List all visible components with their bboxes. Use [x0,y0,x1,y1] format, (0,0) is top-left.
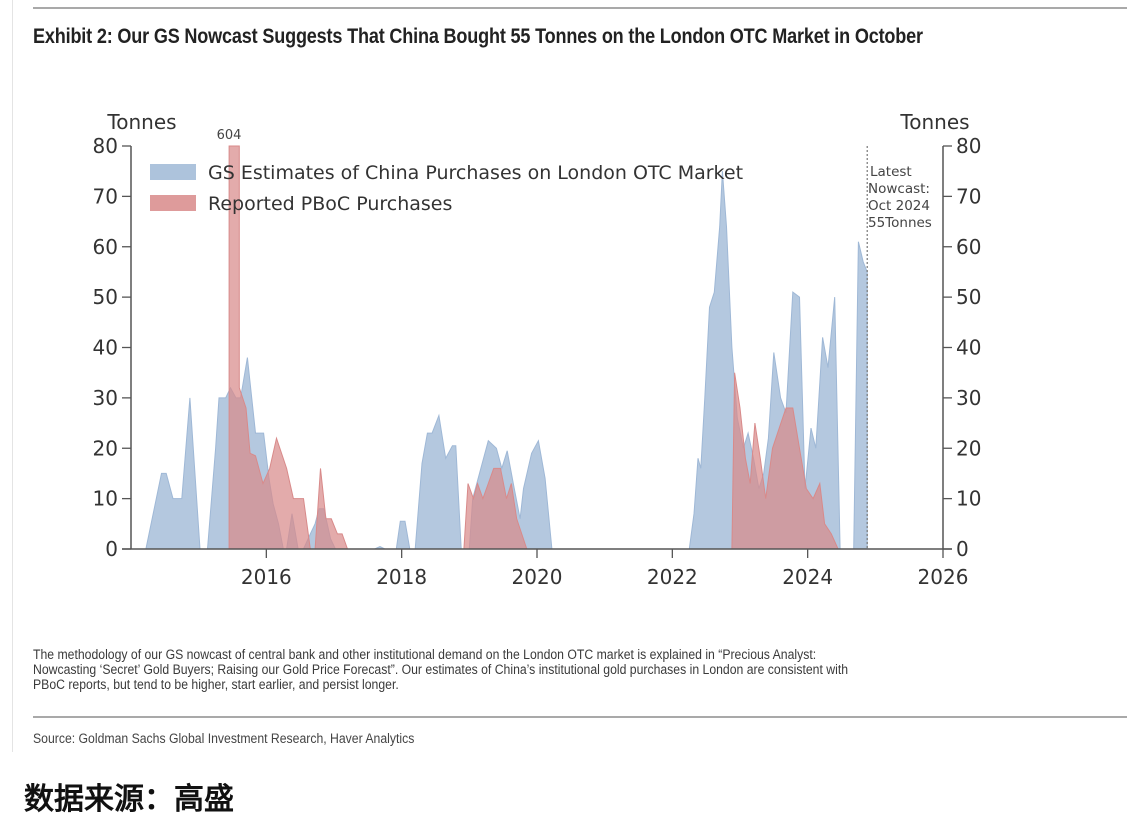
exhibit-frame [12,0,1146,752]
legend-label-gs: GS Estimates of China Purchases on Londo… [208,162,743,184]
y-tick-label-right: 0 [956,537,969,561]
area-pboc [228,145,839,550]
y-tick-label-left: 10 [93,487,118,511]
note-line: PBoC reports, but tend to be higher, sta… [33,677,399,693]
y-axis-title-left: Tonnes [106,110,176,134]
chart-areas [145,145,868,550]
bottom-rule [33,716,1127,718]
exhibit-title: Exhibit 2: Our GS Nowcast Suggests That … [33,25,923,48]
y-tick-label-right: 70 [956,184,981,208]
nowcast-text-4: 55Tonnes [868,215,932,231]
y-axis-title-right: Tonnes [899,110,969,134]
y-tick-label-right: 40 [956,336,981,360]
top-rule [33,7,1127,9]
y-tick-label-left: 0 [105,537,118,561]
y-tick-label-left: 40 [93,336,118,360]
x-tick-label: 2018 [376,565,427,589]
legend-swatch-pboc [150,195,196,211]
y-tick-label-right: 50 [956,285,981,309]
y-tick-label-left: 20 [93,436,118,460]
y-tick-label-left: 60 [93,235,118,259]
methodology-note: The methodology of our GS nowcast of cen… [33,648,1102,693]
note-line: Nowcasting ‘Secret’ Gold Buyers; Raising… [33,662,849,678]
pboc-bar-label: 604 [217,128,242,143]
nowcast-text-2: Nowcast: [868,181,930,197]
y-tick-label-left: 50 [93,285,118,309]
nowcast-annotation: Latest Nowcast: Oct 2024 55Tonnes [866,146,932,549]
y-tick-label-left: 70 [93,184,118,208]
y-tick-label-right: 30 [956,386,981,410]
source-line: Source: Goldman Sachs Global Investment … [33,731,415,747]
x-tick-label: 2016 [241,565,292,589]
y-tick-label-right: 60 [956,235,981,259]
legend-swatch-gs [150,164,196,180]
nowcast-text-3: Oct 2024 [868,198,930,214]
y-tick-label-right: 80 [956,134,981,158]
y-tick-label-left: 80 [93,134,118,158]
y-tick-label-left: 30 [93,386,118,410]
legend-label-pboc: Reported PBoC Purchases [208,193,452,215]
y-tick-label-right: 10 [956,487,981,511]
x-tick-label: 2020 [512,565,563,589]
note-line: The methodology of our GS nowcast of cen… [33,647,817,663]
nowcast-text-1: Latest [870,164,912,180]
footer-data-source-cn: 数据来源：高盛 [24,782,234,817]
x-tick-label: 2026 [918,565,969,589]
x-tick-label: 2022 [647,565,698,589]
y-tick-label-right: 20 [956,436,981,460]
x-tick-label: 2024 [782,565,833,589]
chart-legend: GS Estimates of China Purchases on Londo… [150,162,743,215]
